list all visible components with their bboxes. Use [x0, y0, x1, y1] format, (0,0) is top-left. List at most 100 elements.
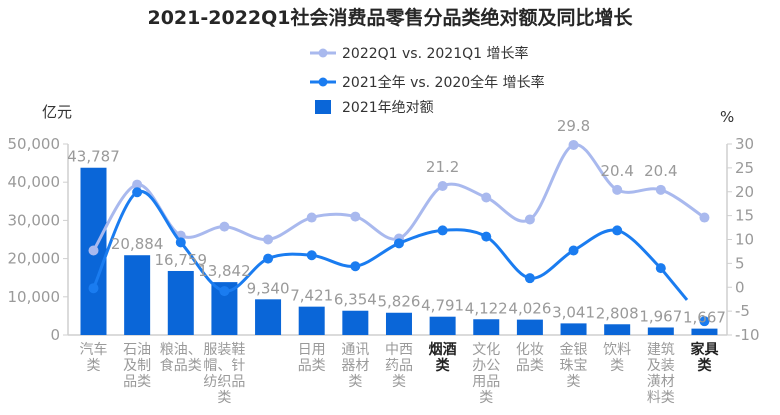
- bar: [255, 299, 282, 335]
- left-tick-label: 40,000: [8, 173, 61, 191]
- bar-value-label: 7,421: [290, 287, 333, 305]
- category-label: 纺织品: [203, 374, 245, 390]
- left-tick-label: 30,000: [8, 211, 61, 229]
- bar: [385, 312, 412, 335]
- category-label: 文化: [472, 342, 500, 358]
- point-2021: [350, 261, 361, 272]
- category-labels: 汽车类石油及制品类粮油、食品类服装鞋帽、针纺织品类日用品类通讯器材类中西药品类烟…: [80, 341, 719, 406]
- point-2022q1: [437, 181, 448, 192]
- right-tick-label: 25: [735, 159, 754, 177]
- legend-label-2022q1: 2022Q1 vs. 2021Q1 增长率: [342, 45, 529, 62]
- point-2021: [699, 316, 710, 327]
- legend-item-2022q1: 2022Q1 vs. 2021Q1 增长率: [310, 45, 529, 62]
- right-tick-label: 15: [735, 207, 754, 225]
- right-tick-label: 0: [735, 278, 745, 296]
- legend-marker-2022q1: [318, 48, 328, 58]
- line-2021: [92, 189, 662, 293]
- category-label: 类: [87, 358, 101, 374]
- point-2021: [481, 231, 492, 242]
- category-label: 及制: [123, 358, 151, 374]
- bar: [691, 328, 718, 335]
- bar-value-label: 20,884: [111, 235, 164, 253]
- point-2021: [612, 225, 623, 236]
- category-label: 用品: [472, 374, 500, 390]
- bar-value-label: 5,826: [378, 293, 421, 311]
- point-2021: [655, 263, 666, 274]
- point-2021: [393, 238, 404, 249]
- legend-item-2021: 2021全年 vs. 2020全年 增长率: [310, 74, 545, 91]
- chart-title: 2021-2022Q1社会消费品零售分品类绝对额及同比增长: [147, 6, 633, 29]
- bar: [473, 319, 500, 335]
- bar-value-label: 3,041: [552, 303, 595, 321]
- category-label: 类: [217, 390, 231, 406]
- right-tick-label: 5: [735, 254, 745, 272]
- category-label: 中西: [385, 342, 413, 358]
- category-label: 粮油、: [160, 342, 202, 358]
- category-label: 通讯: [341, 342, 369, 358]
- bar-value-label: 43,787: [67, 148, 120, 166]
- point-2021: [437, 225, 448, 236]
- line-2021-tail: [659, 267, 689, 301]
- legend-marker-2021: [318, 77, 328, 87]
- category-label: 饮料: [603, 342, 631, 358]
- point-2022q1: [655, 184, 666, 195]
- line-value-label: 20.4: [600, 162, 633, 180]
- line-value-label: 21.2: [426, 158, 459, 176]
- category-label: 潢材: [647, 374, 675, 390]
- point-2022q1: [132, 179, 143, 190]
- bar: [298, 306, 325, 335]
- left-tick-label: 10,000: [8, 288, 61, 306]
- right-tick-label: -5: [735, 302, 750, 320]
- category-label: 类: [479, 390, 493, 406]
- point-2022q1: [306, 212, 317, 223]
- bar-value-label: 4,791: [421, 297, 464, 315]
- right-tick-label: -10: [735, 326, 760, 344]
- point-2022q1: [699, 212, 710, 223]
- point-2022q1: [481, 192, 492, 203]
- category-label: 器材: [341, 358, 369, 374]
- point-2021: [219, 286, 230, 297]
- left-tick-label: 20,000: [8, 250, 61, 268]
- category-label: 帽、针: [203, 358, 245, 374]
- point-2021: [568, 245, 579, 256]
- category-label: 汽车: [80, 341, 108, 358]
- point-2021: [88, 283, 99, 294]
- legend-swatch-bar: [315, 100, 331, 114]
- bars: [80, 167, 718, 335]
- category-label: 类: [610, 358, 624, 374]
- bar: [429, 316, 456, 335]
- category-label: 食品类: [160, 357, 202, 374]
- bar: [124, 255, 151, 335]
- bar: [647, 327, 674, 335]
- point-2021: [132, 187, 143, 198]
- point-2022q1: [350, 211, 361, 222]
- category-label: 品类: [123, 374, 151, 390]
- point-2021: [263, 253, 274, 264]
- category-label: 烟酒: [429, 342, 457, 358]
- right-tick-label: 10: [735, 231, 754, 249]
- right-tick-label: 20: [735, 183, 754, 201]
- category-label: 办公: [472, 358, 500, 374]
- bar-value-label: 13,842: [198, 262, 251, 280]
- right-tick-label: 30: [735, 135, 754, 153]
- category-label: 建筑: [647, 342, 675, 358]
- bar: [167, 270, 194, 335]
- point-2022q1: [524, 214, 535, 225]
- point-2022q1: [612, 184, 623, 195]
- category-label: 家具: [690, 341, 718, 358]
- bar: [604, 324, 631, 335]
- bar-value-label: 4,026: [508, 300, 551, 318]
- category-label: 药品: [385, 358, 413, 374]
- category-label: 服装鞋: [203, 342, 245, 358]
- bar: [516, 319, 543, 335]
- category-label: 类: [348, 374, 362, 390]
- bar-value-label: 6,354: [334, 291, 377, 309]
- left-tick-label: 50,000: [8, 135, 61, 153]
- legend-item-bar: 2021年绝对额: [315, 100, 434, 116]
- left-axis-unit: 亿元: [42, 103, 72, 121]
- point-2021: [175, 237, 186, 248]
- bar-value-label: 9,340: [247, 279, 290, 297]
- category-label: 料类: [647, 390, 675, 406]
- bar-value-label: 16,759: [155, 251, 208, 269]
